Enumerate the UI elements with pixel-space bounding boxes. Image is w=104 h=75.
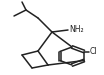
Text: NH₂: NH₂: [69, 26, 84, 34]
Text: Cl: Cl: [90, 47, 98, 56]
